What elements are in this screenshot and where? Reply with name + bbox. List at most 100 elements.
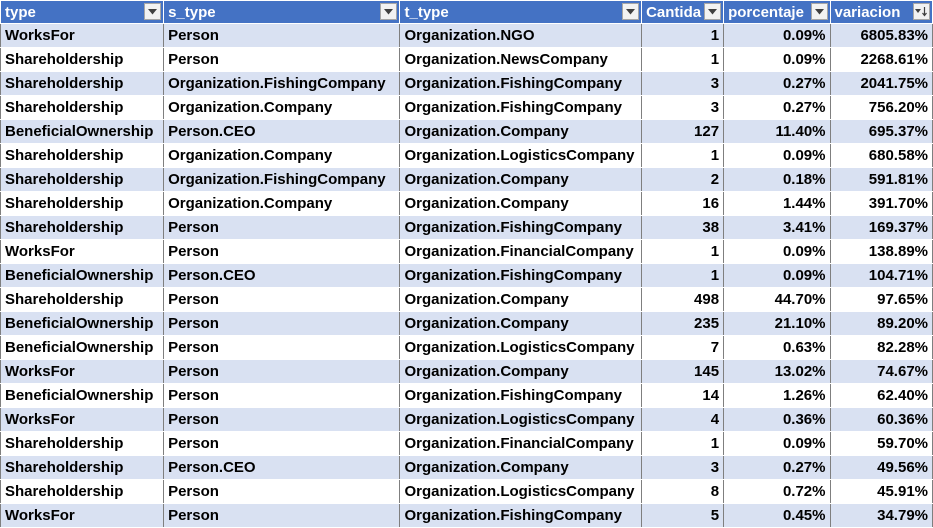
t-type-cell[interactable]: Organization.Company xyxy=(399,455,643,480)
s-type-cell[interactable]: Person.CEO xyxy=(163,455,401,480)
variacion-cell[interactable]: 97.65% xyxy=(829,287,933,312)
variacion-cell[interactable]: 695.37% xyxy=(829,119,933,144)
s-type-cell[interactable]: Person xyxy=(163,383,401,408)
t-type-cell[interactable]: Organization.LogisticsCompany xyxy=(399,407,643,432)
t-type-cell[interactable]: Organization.Company xyxy=(399,311,643,336)
filter-dropdown-button[interactable] xyxy=(622,3,640,20)
variacion-cell[interactable]: 591.81% xyxy=(829,167,933,192)
type-cell[interactable]: BeneficialOwnership xyxy=(0,383,165,408)
cantidad-cell[interactable]: 1 xyxy=(641,47,725,72)
variacion-cell[interactable]: 2268.61% xyxy=(829,47,933,72)
porcentaje-cell[interactable]: 0.72% xyxy=(723,479,831,504)
t-type-cell[interactable]: Organization.Company xyxy=(399,167,643,192)
filter-dropdown-button[interactable] xyxy=(144,3,162,20)
cantidad-cell[interactable]: 235 xyxy=(641,311,725,336)
cantidad-cell[interactable]: 3 xyxy=(641,95,725,120)
s-type-cell[interactable]: Person xyxy=(163,215,401,240)
variacion-cell[interactable]: 60.36% xyxy=(829,407,933,432)
sort-descending-filter-button[interactable] xyxy=(913,3,930,20)
variacion-cell[interactable]: 45.91% xyxy=(829,479,933,504)
porcentaje-cell[interactable]: 0.45% xyxy=(723,503,831,528)
filter-dropdown-button[interactable] xyxy=(810,3,828,20)
type-cell[interactable]: BeneficialOwnership xyxy=(0,335,165,360)
s-type-cell[interactable]: Person xyxy=(163,287,401,312)
column-header-cantida[interactable]: Cantida xyxy=(641,0,725,24)
porcentaje-cell[interactable]: 0.09% xyxy=(723,143,831,168)
t-type-cell[interactable]: Organization.LogisticsCompany xyxy=(399,479,643,504)
variacion-cell[interactable]: 62.40% xyxy=(829,383,933,408)
cantidad-cell[interactable]: 4 xyxy=(641,407,725,432)
t-type-cell[interactable]: Organization.FishingCompany xyxy=(399,263,643,288)
s-type-cell[interactable]: Organization.Company xyxy=(163,191,401,216)
type-cell[interactable]: Shareholdership xyxy=(0,143,165,168)
filter-dropdown-button[interactable] xyxy=(380,3,398,20)
t-type-cell[interactable]: Organization.Company xyxy=(399,119,643,144)
t-type-cell[interactable]: Organization.NGO xyxy=(399,23,643,48)
cantidad-cell[interactable]: 8 xyxy=(641,479,725,504)
type-cell[interactable]: BeneficialOwnership xyxy=(0,263,165,288)
variacion-cell[interactable]: 89.20% xyxy=(829,311,933,336)
t-type-cell[interactable]: Organization.FishingCompany xyxy=(399,95,643,120)
s-type-cell[interactable]: Organization.Company xyxy=(163,95,401,120)
t-type-cell[interactable]: Organization.LogisticsCompany xyxy=(399,143,643,168)
porcentaje-cell[interactable]: 1.44% xyxy=(723,191,831,216)
type-cell[interactable]: WorksFor xyxy=(0,503,165,528)
variacion-cell[interactable]: 138.89% xyxy=(829,239,933,264)
porcentaje-cell[interactable]: 3.41% xyxy=(723,215,831,240)
s-type-cell[interactable]: Person xyxy=(163,47,401,72)
type-cell[interactable]: BeneficialOwnership xyxy=(0,119,165,144)
cantidad-cell[interactable]: 3 xyxy=(641,455,725,480)
variacion-cell[interactable]: 74.67% xyxy=(829,359,933,384)
porcentaje-cell[interactable]: 0.09% xyxy=(723,47,831,72)
t-type-cell[interactable]: Organization.FinancialCompany xyxy=(399,239,643,264)
s-type-cell[interactable]: Person xyxy=(163,479,401,504)
cantidad-cell[interactable]: 3 xyxy=(641,71,725,96)
porcentaje-cell[interactable]: 13.02% xyxy=(723,359,831,384)
porcentaje-cell[interactable]: 0.09% xyxy=(723,263,831,288)
s-type-cell[interactable]: Organization.FishingCompany xyxy=(163,71,401,96)
type-cell[interactable]: Shareholdership xyxy=(0,167,165,192)
type-cell[interactable]: Shareholdership xyxy=(0,455,165,480)
cantidad-cell[interactable]: 145 xyxy=(641,359,725,384)
cantidad-cell[interactable]: 1 xyxy=(641,239,725,264)
t-type-cell[interactable]: Organization.FishingCompany xyxy=(399,503,643,528)
t-type-cell[interactable]: Organization.Company xyxy=(399,191,643,216)
cantidad-cell[interactable]: 38 xyxy=(641,215,725,240)
cantidad-cell[interactable]: 14 xyxy=(641,383,725,408)
porcentaje-cell[interactable]: 44.70% xyxy=(723,287,831,312)
t-type-cell[interactable]: Organization.FinancialCompany xyxy=(399,431,643,456)
variacion-cell[interactable]: 756.20% xyxy=(829,95,933,120)
porcentaje-cell[interactable]: 0.09% xyxy=(723,431,831,456)
type-cell[interactable]: Shareholdership xyxy=(0,431,165,456)
variacion-cell[interactable]: 59.70% xyxy=(829,431,933,456)
type-cell[interactable]: Shareholdership xyxy=(0,287,165,312)
variacion-cell[interactable]: 680.58% xyxy=(829,143,933,168)
cantidad-cell[interactable]: 2 xyxy=(641,167,725,192)
cantidad-cell[interactable]: 1 xyxy=(641,143,725,168)
type-cell[interactable]: Shareholdership xyxy=(0,71,165,96)
porcentaje-cell[interactable]: 0.09% xyxy=(723,239,831,264)
s-type-cell[interactable]: Person xyxy=(163,407,401,432)
porcentaje-cell[interactable]: 0.36% xyxy=(723,407,831,432)
type-cell[interactable]: WorksFor xyxy=(0,23,165,48)
t-type-cell[interactable]: Organization.FishingCompany xyxy=(399,71,643,96)
filter-dropdown-button[interactable] xyxy=(704,3,722,20)
s-type-cell[interactable]: Person xyxy=(163,359,401,384)
type-cell[interactable]: WorksFor xyxy=(0,359,165,384)
type-cell[interactable]: Shareholdership xyxy=(0,47,165,72)
s-type-cell[interactable]: Person.CEO xyxy=(163,263,401,288)
cantidad-cell[interactable]: 16 xyxy=(641,191,725,216)
porcentaje-cell[interactable]: 0.09% xyxy=(723,23,831,48)
s-type-cell[interactable]: Person xyxy=(163,311,401,336)
t-type-cell[interactable]: Organization.FishingCompany xyxy=(399,215,643,240)
s-type-cell[interactable]: Organization.FishingCompany xyxy=(163,167,401,192)
t-type-cell[interactable]: Organization.LogisticsCompany xyxy=(399,335,643,360)
type-cell[interactable]: Shareholdership xyxy=(0,479,165,504)
variacion-cell[interactable]: 104.71% xyxy=(829,263,933,288)
s-type-cell[interactable]: Person xyxy=(163,23,401,48)
porcentaje-cell[interactable]: 21.10% xyxy=(723,311,831,336)
t-type-cell[interactable]: Organization.Company xyxy=(399,359,643,384)
type-cell[interactable]: WorksFor xyxy=(0,239,165,264)
cantidad-cell[interactable]: 5 xyxy=(641,503,725,528)
type-cell[interactable]: WorksFor xyxy=(0,407,165,432)
